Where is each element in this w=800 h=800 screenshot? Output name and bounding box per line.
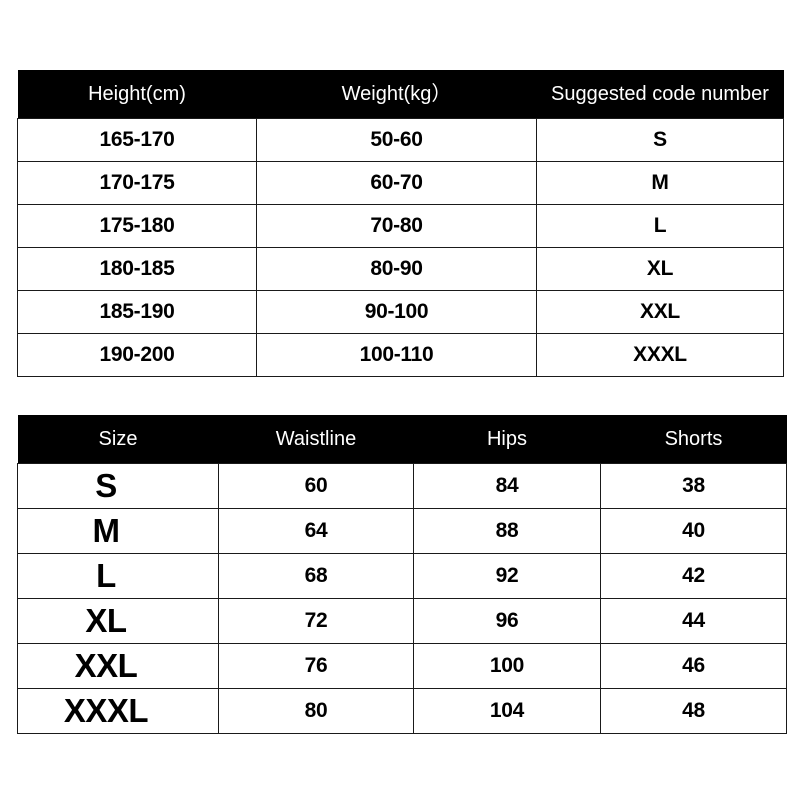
cell-shorts: 40 <box>600 508 787 554</box>
cell-code: XXL <box>536 290 784 334</box>
cell-weight: 50-60 <box>256 118 537 162</box>
cell-waistline: 68 <box>218 553 414 599</box>
cell-shorts: 38 <box>600 463 787 509</box>
cell-size: M <box>17 508 219 554</box>
table-row: 165-170 50-60 S <box>17 118 784 162</box>
column-header-shorts: Shorts <box>600 415 787 464</box>
cell-code: S <box>536 118 784 162</box>
table-header-row: Height(cm) Weight(kg） Suggested code num… <box>17 70 784 119</box>
cell-size: XXXL <box>17 688 219 734</box>
cell-size: L <box>17 553 219 599</box>
column-header-height: Height(cm) <box>17 70 257 119</box>
cell-height: 190-200 <box>17 333 257 377</box>
table-row: XXXL 80 104 48 <box>17 688 787 734</box>
cell-size: XXL <box>17 643 219 689</box>
height-weight-code-table: Height(cm) Weight(kg） Suggested code num… <box>17 70 784 377</box>
table-row: XL 72 96 44 <box>17 598 787 644</box>
cell-shorts: 42 <box>600 553 787 599</box>
cell-code: XXXL <box>536 333 784 377</box>
column-header-hips: Hips <box>413 415 601 464</box>
cell-hips: 104 <box>413 688 601 734</box>
cell-height: 170-175 <box>17 161 257 205</box>
cell-shorts: 46 <box>600 643 787 689</box>
cell-waistline: 72 <box>218 598 414 644</box>
cell-weight: 70-80 <box>256 204 537 248</box>
cell-hips: 100 <box>413 643 601 689</box>
cell-height: 175-180 <box>17 204 257 248</box>
cell-waistline: 80 <box>218 688 414 734</box>
cell-code: XL <box>536 247 784 291</box>
cell-weight: 90-100 <box>256 290 537 334</box>
cell-height: 180-185 <box>17 247 257 291</box>
table-row: S 60 84 38 <box>17 463 787 509</box>
cell-weight: 80-90 <box>256 247 537 291</box>
cell-shorts: 44 <box>600 598 787 644</box>
cell-weight: 100-110 <box>256 333 537 377</box>
cell-hips: 84 <box>413 463 601 509</box>
cell-height: 185-190 <box>17 290 257 334</box>
cell-weight: 60-70 <box>256 161 537 205</box>
cell-code: L <box>536 204 784 248</box>
column-header-weight: Weight(kg） <box>256 70 537 119</box>
table-row: M 64 88 40 <box>17 508 787 554</box>
size-measurements-table: Size Waistline Hips Shorts S 60 84 38 M … <box>17 415 787 734</box>
table-row: XXL 76 100 46 <box>17 643 787 689</box>
column-header-suggested-code-number: Suggested code number <box>536 70 784 119</box>
cell-hips: 96 <box>413 598 601 644</box>
cell-waistline: 76 <box>218 643 414 689</box>
cell-size: S <box>17 463 219 509</box>
cell-waistline: 60 <box>218 463 414 509</box>
table-row: 180-185 80-90 XL <box>17 247 784 291</box>
table-row: 185-190 90-100 XXL <box>17 290 784 334</box>
cell-code: M <box>536 161 784 205</box>
column-header-waistline: Waistline <box>218 415 414 464</box>
cell-size: XL <box>17 598 219 644</box>
table-header-row: Size Waistline Hips Shorts <box>17 415 787 464</box>
cell-hips: 88 <box>413 508 601 554</box>
table-row: 190-200 100-110 XXXL <box>17 333 784 377</box>
table-row: 170-175 60-70 M <box>17 161 784 205</box>
column-header-size: Size <box>17 415 219 464</box>
cell-height: 165-170 <box>17 118 257 162</box>
cell-waistline: 64 <box>218 508 414 554</box>
table-row: L 68 92 42 <box>17 553 787 599</box>
cell-hips: 92 <box>413 553 601 599</box>
table-row: 175-180 70-80 L <box>17 204 784 248</box>
cell-shorts: 48 <box>600 688 787 734</box>
